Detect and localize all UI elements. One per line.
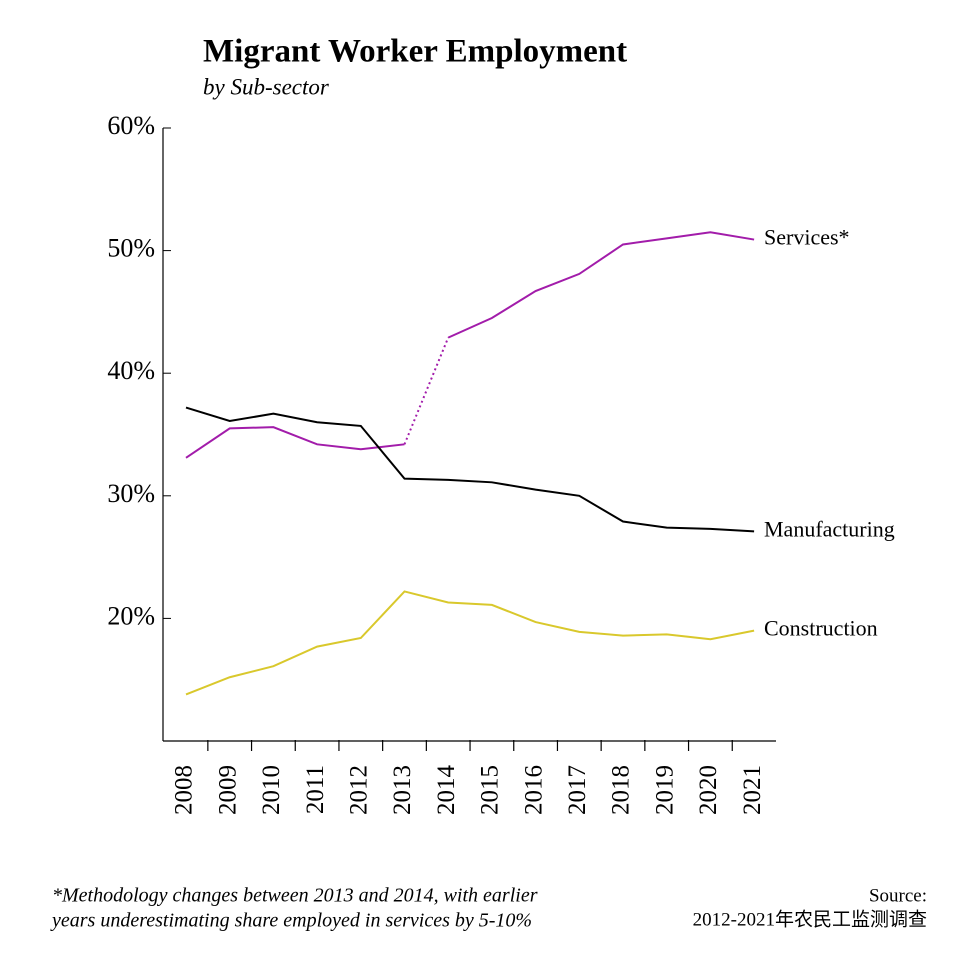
chart-subtitle: by Sub-sector bbox=[203, 74, 330, 99]
series-line bbox=[185, 406, 755, 533]
x-tick-label: 2017 bbox=[564, 765, 591, 815]
series-line bbox=[185, 590, 755, 696]
x-tick-label: 2014 bbox=[433, 765, 460, 816]
y-tick-label: 30% bbox=[107, 479, 155, 508]
footnote: years underestimating share employed in … bbox=[50, 910, 532, 932]
source: 2012-2021年农民工监测调查 bbox=[693, 908, 927, 930]
series-label: Manufacturing bbox=[764, 516, 895, 541]
x-tick-label: 2012 bbox=[346, 765, 373, 815]
source: Source: bbox=[869, 885, 927, 906]
y-tick-label: 20% bbox=[107, 601, 155, 630]
x-tick-label: 2015 bbox=[477, 765, 504, 815]
series-line bbox=[185, 426, 405, 459]
x-tick-label: 2009 bbox=[214, 765, 241, 815]
x-tick-label: 2010 bbox=[258, 765, 285, 815]
series-label: Construction bbox=[764, 616, 878, 641]
x-tick-label: 2019 bbox=[651, 765, 678, 815]
x-tick-label: 2020 bbox=[695, 765, 722, 815]
x-tick-label: 2018 bbox=[608, 765, 635, 815]
y-tick-label: 50% bbox=[107, 234, 155, 263]
series-line bbox=[403, 337, 450, 445]
x-tick-label: 2021 bbox=[739, 765, 766, 815]
series-label: Services* bbox=[764, 225, 850, 250]
y-tick-label: 40% bbox=[107, 356, 155, 385]
x-tick-label: 2011 bbox=[302, 765, 329, 814]
y-tick-label: 60% bbox=[107, 111, 155, 140]
x-tick-label: 2013 bbox=[389, 765, 416, 815]
series-line bbox=[447, 231, 755, 339]
chart-title: Migrant Worker Employment bbox=[203, 34, 627, 70]
footnote: *Methodology changes between 2013 and 20… bbox=[52, 885, 538, 907]
x-tick-label: 2016 bbox=[520, 765, 547, 815]
x-tick-label: 2008 bbox=[171, 765, 198, 815]
